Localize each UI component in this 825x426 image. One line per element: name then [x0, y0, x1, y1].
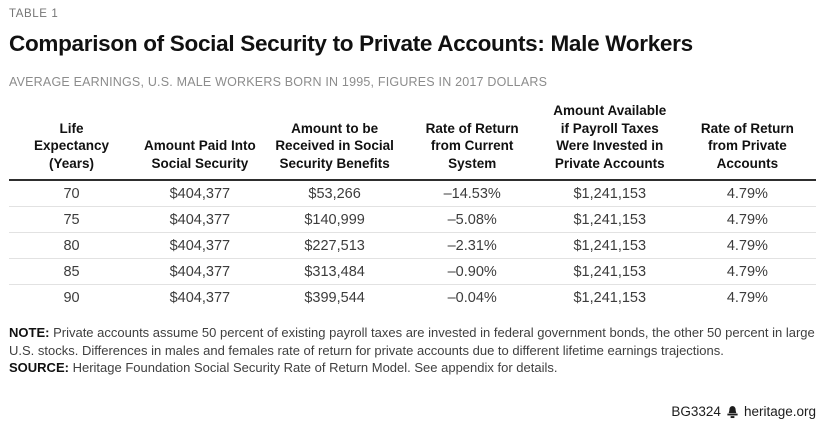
- table-header-row: Life Expectancy (Years) Amount Paid Into…: [9, 102, 816, 182]
- table-cell: $1,241,153: [540, 232, 679, 260]
- table-cell: $404,377: [169, 290, 231, 307]
- column-header-life-expectancy: Life Expectancy (Years): [9, 102, 135, 182]
- table-cell: 75: [9, 206, 135, 234]
- table-cell: $1,241,153: [540, 206, 679, 234]
- table-row: 75 $404,377 $140,999 –5.08% $1,241,153 4…: [9, 206, 816, 234]
- table-cell: 90: [63, 290, 80, 307]
- source-text: Heritage Foundation Social Security Rate…: [72, 360, 558, 375]
- table-cell: 85: [9, 258, 135, 286]
- column-header-return-private: Rate of Return from Private Accounts: [678, 102, 816, 182]
- table-cell: $404,377: [134, 232, 266, 260]
- table-cell: 4.79%: [678, 180, 816, 208]
- table-cell: –14.53%: [403, 180, 541, 208]
- table-number-eyebrow: TABLE 1: [9, 8, 59, 20]
- table-cell: $404,377: [134, 180, 266, 208]
- table-cell: –2.31%: [403, 232, 541, 260]
- table-cell: $1,241,153: [573, 290, 647, 307]
- note-label: NOTE:: [9, 325, 50, 341]
- table-cell: $227,513: [265, 232, 404, 260]
- table-cell: $404,377: [134, 258, 266, 286]
- table-cell: 4.79%: [678, 232, 816, 260]
- column-header-amount-paid: Amount Paid Into Social Security: [134, 102, 266, 182]
- table-row: 90 $404,377 $399,544 –0.04% $1,241,153 4…: [9, 285, 816, 311]
- doc-id: BG3324: [671, 404, 721, 419]
- table-cell: $404,377: [134, 206, 266, 234]
- table-cell: $313,484: [265, 258, 404, 286]
- brand-footer: BG3324 heritage.org: [671, 404, 816, 419]
- page-subtitle: AVERAGE EARNINGS, U.S. MALE WORKERS BORN…: [9, 75, 548, 89]
- table-cell: $140,999: [265, 206, 404, 234]
- table-cell: $1,241,153: [540, 258, 679, 286]
- column-header-return-current: Rate of Return from Current System: [403, 102, 541, 182]
- table-cell: 4.79%: [678, 206, 816, 234]
- table-row: 85 $404,377 $313,484 –0.90% $1,241,153 4…: [9, 258, 816, 286]
- liberty-bell-icon: [726, 405, 739, 419]
- column-header-amount-received: Amount to be Received in Social Security…: [265, 102, 404, 182]
- table-cell: –5.08%: [403, 206, 541, 234]
- column-header-amount-private: Amount Available if Payroll Taxes Were I…: [540, 102, 679, 182]
- footnotes: NOTE: Private accounts assume 50 percent…: [9, 324, 816, 376]
- page-title: Comparison of Social Security to Private…: [9, 31, 693, 56]
- table-row: 80 $404,377 $227,513 –2.31% $1,241,153 4…: [9, 232, 816, 260]
- table-cell: $1,241,153: [540, 180, 679, 208]
- source-paragraph: SOURCE: Heritage Foundation Social Secur…: [9, 359, 816, 376]
- note-paragraph: NOTE: Private accounts assume 50 percent…: [9, 324, 816, 359]
- table-cell: 4.79%: [726, 290, 768, 307]
- data-table: Life Expectancy (Years) Amount Paid Into…: [9, 102, 816, 310]
- table-cell: 4.79%: [678, 258, 816, 286]
- note-text: Private accounts assume 50 percent of ex…: [9, 325, 815, 358]
- table-cell: 80: [9, 232, 135, 260]
- table-cell: 70: [9, 180, 135, 208]
- table-cell: –0.04%: [447, 290, 497, 307]
- table-cell: $399,544: [304, 290, 365, 307]
- table-cell: $53,266: [265, 180, 404, 208]
- table-cell: –0.90%: [403, 258, 541, 286]
- site-link[interactable]: heritage.org: [743, 404, 816, 419]
- source-label: SOURCE:: [9, 360, 69, 375]
- table-row: 70 $404,377 $53,266 –14.53% $1,241,153 4…: [9, 180, 816, 208]
